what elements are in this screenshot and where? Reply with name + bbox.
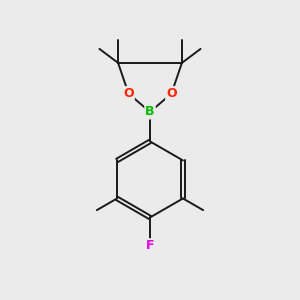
Text: O: O xyxy=(123,87,134,100)
Text: B: B xyxy=(145,106,155,118)
Text: O: O xyxy=(166,87,177,100)
Text: F: F xyxy=(146,239,154,252)
